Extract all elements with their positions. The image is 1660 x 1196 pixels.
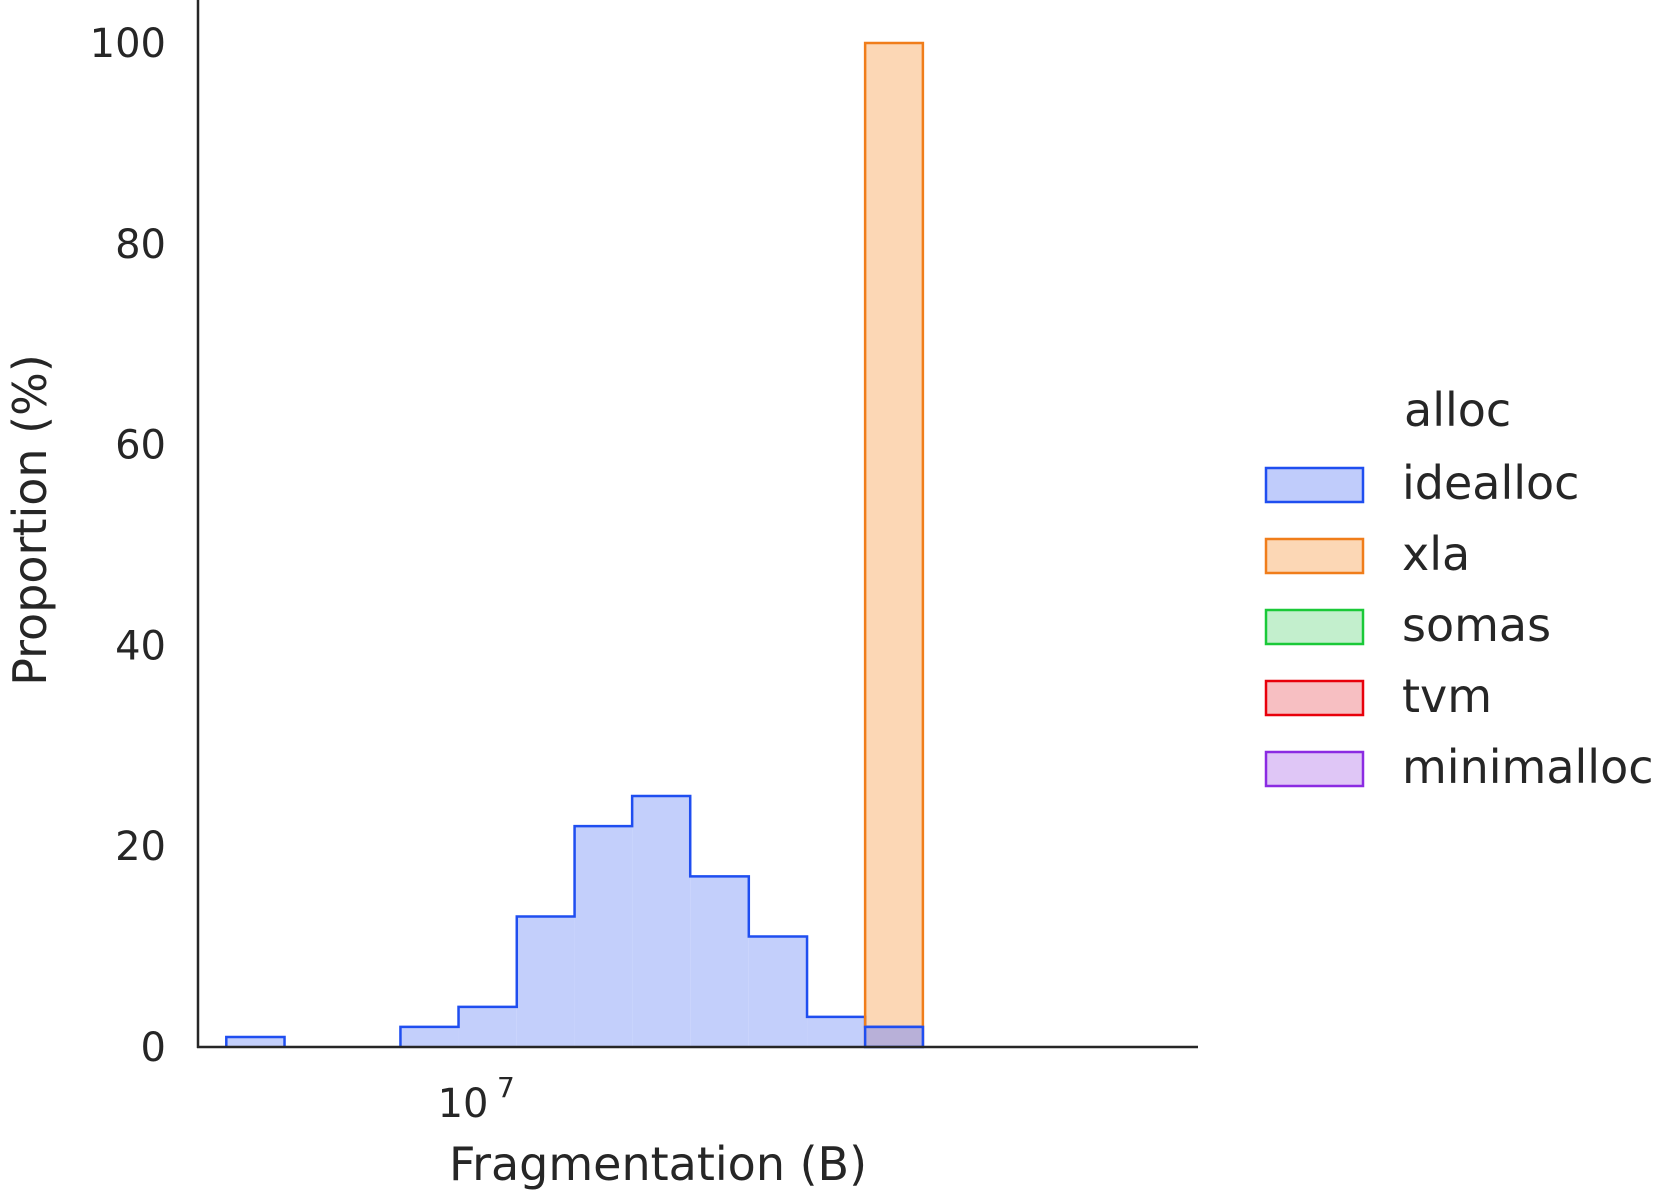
y-tick-label: 100 <box>90 21 166 67</box>
y-axis-label: Proportion (%) <box>3 354 57 686</box>
legend-title: alloc <box>1404 383 1511 437</box>
legend-swatch-somas <box>1264 608 1365 646</box>
bar-idealloc-0 <box>226 1036 285 1047</box>
bar-overlap-idealloc-xla <box>863 1025 925 1049</box>
series-xla <box>865 43 923 1047</box>
bar-idealloc-3 <box>400 1026 459 1047</box>
outline-xla <box>863 41 925 1047</box>
y-tick-label: 80 <box>115 222 166 268</box>
legend-label-somas: somas <box>1402 598 1551 652</box>
bar-idealloc-5 <box>516 916 575 1047</box>
bar-idealloc-6 <box>574 826 633 1047</box>
x-axis-label: Fragmentation (B) <box>449 1137 867 1191</box>
y-tick-label: 0 <box>141 1025 166 1071</box>
legend-label-minimalloc: minimalloc <box>1402 740 1654 794</box>
legend-label-xla: xla <box>1402 527 1470 581</box>
x-axis-ticks: 10 7 <box>438 1071 515 1127</box>
legend-swatch-xla <box>1264 537 1365 575</box>
bar-xla-0 <box>865 43 923 1047</box>
bar-idealloc-4 <box>458 1006 517 1047</box>
legend-label-idealloc: idealloc <box>1402 456 1579 510</box>
bars-layer <box>225 41 925 1049</box>
y-axis-ticks: 0 20 40 60 80 100 <box>90 21 166 1071</box>
outline-idealloc <box>225 794 925 1047</box>
series-idealloc <box>226 796 923 1047</box>
bar-idealloc-8 <box>690 876 749 1047</box>
bar-idealloc-7 <box>632 796 691 1047</box>
legend: alloc idealloc xla somas tvm minimalloc <box>1264 383 1654 794</box>
y-tick-label: 60 <box>115 423 166 469</box>
legend-swatch-minimalloc <box>1264 750 1365 788</box>
y-tick-label: 40 <box>115 623 166 669</box>
x-tick-exponent: 7 <box>497 1071 515 1104</box>
bar-idealloc-9 <box>748 936 808 1047</box>
legend-swatch-idealloc <box>1264 466 1365 504</box>
bar-idealloc-10 <box>807 1016 866 1047</box>
legend-label-tvm: tvm <box>1402 669 1492 723</box>
x-tick-label: 10 <box>438 1081 489 1127</box>
legend-swatch-tvm <box>1264 679 1365 717</box>
y-tick-label: 20 <box>115 824 166 870</box>
